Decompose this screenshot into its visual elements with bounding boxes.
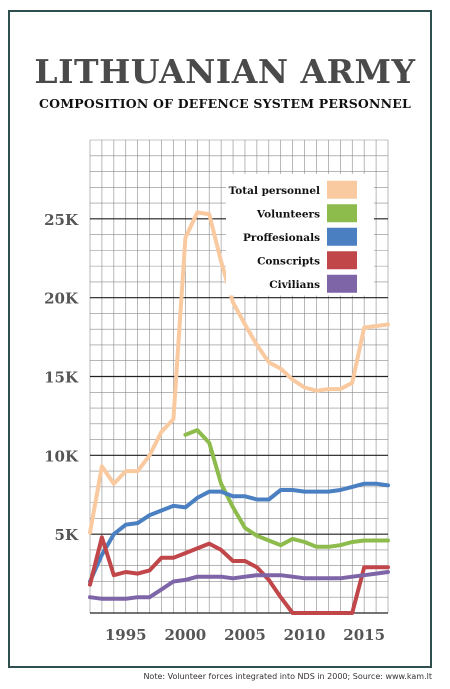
- legend-swatch: [327, 274, 357, 293]
- y-tick-label: 20K: [44, 290, 79, 308]
- poster-frame: [8, 10, 432, 668]
- page-subtitle: COMPOSITION OF DEFENCE SYSTEM PERSONNEL: [39, 96, 411, 111]
- legend-label: Conscripts: [257, 255, 320, 267]
- legend-label: Civilians: [269, 279, 320, 291]
- page-title: LITHUANIAN ARMY: [34, 52, 416, 91]
- legend-label: Total personnel: [229, 185, 320, 197]
- series-line-volunteers: [183, 428, 390, 549]
- series-line-conscripts: [88, 535, 390, 615]
- series-lines: [88, 210, 390, 615]
- x-tick-label: 1995: [105, 626, 147, 644]
- x-tick-label: 2010: [284, 626, 326, 644]
- series-line-total: [88, 210, 390, 535]
- legend-swatch: [327, 251, 357, 270]
- axes: 5K 10K 15K 20K 25K 1995 2000 2005 2010 2015: [44, 211, 388, 644]
- legend-label: Proffesionals: [243, 232, 320, 244]
- y-tick-label: 10K: [44, 447, 79, 465]
- y-tick-label: 25K: [44, 211, 79, 229]
- legend: Total personnel Volunteers Proffesionals Co…: [226, 174, 374, 296]
- series-line-professionals: [88, 481, 390, 584]
- y-tick-label: 15K: [44, 369, 79, 387]
- y-tick-label: 5K: [55, 526, 79, 544]
- legend-label: Volunteers: [256, 208, 320, 220]
- legend-swatch: [327, 180, 357, 199]
- legend-swatch: [327, 227, 357, 246]
- source-note: Note: Volunteer forces integrated into N…: [143, 672, 432, 681]
- x-tick-label: 2000: [164, 626, 206, 644]
- grid: [89, 139, 389, 614]
- x-tick-label: 2005: [224, 626, 266, 644]
- legend-swatch: [327, 204, 357, 223]
- series-line-civilians: [88, 570, 390, 601]
- x-tick-label: 2015: [343, 626, 385, 644]
